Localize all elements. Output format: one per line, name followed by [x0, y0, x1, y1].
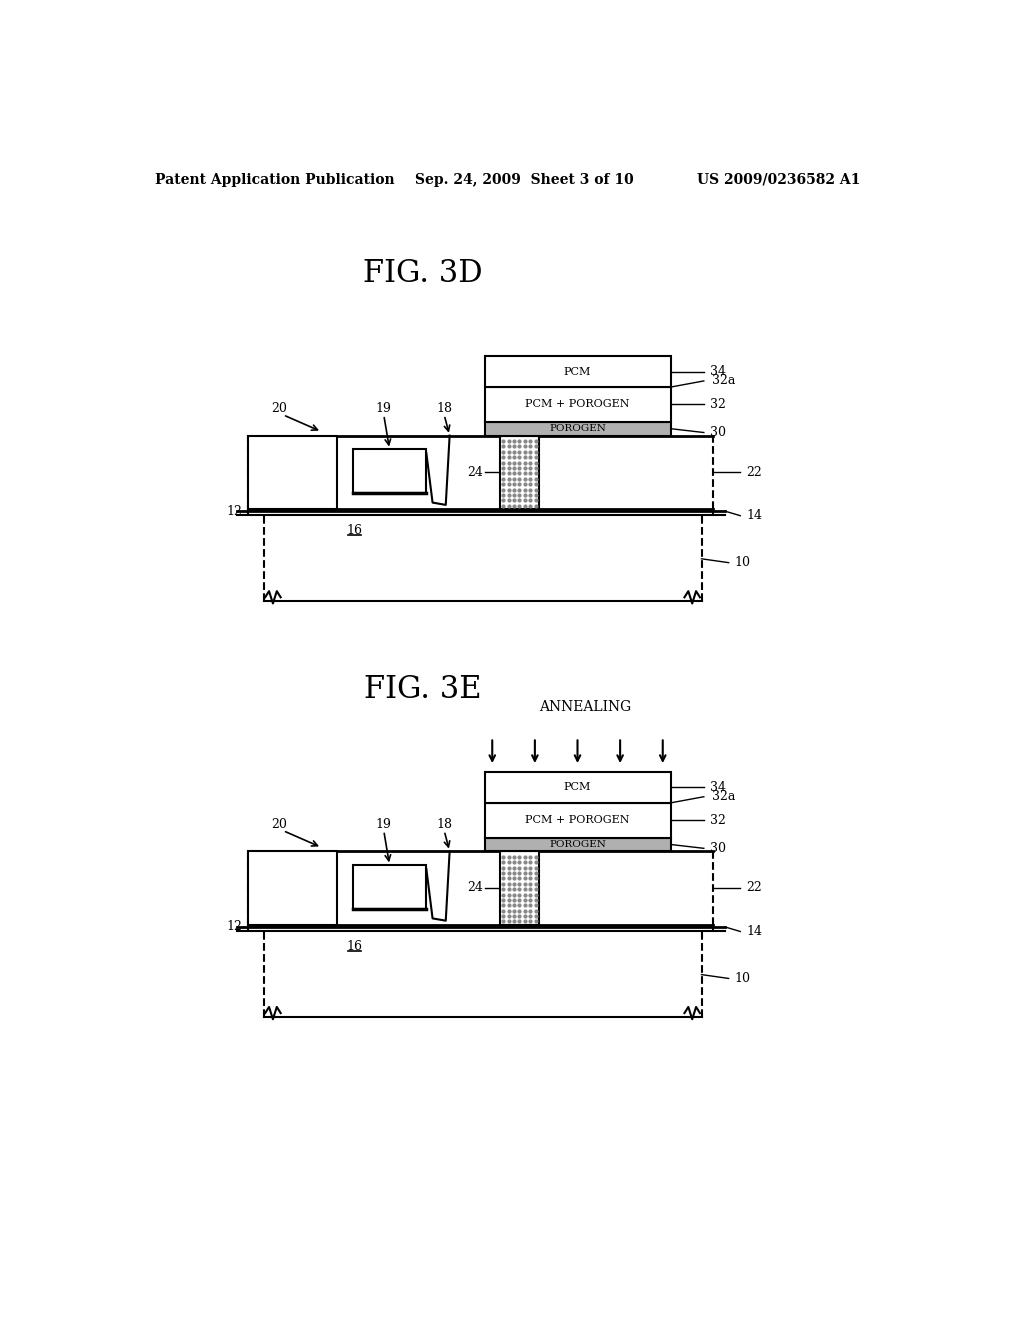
- Bar: [484, 356, 671, 387]
- Text: 10: 10: [735, 972, 751, 985]
- Text: 30: 30: [710, 426, 726, 440]
- Bar: [484, 387, 671, 422]
- Bar: [484, 772, 671, 803]
- Text: 22: 22: [746, 882, 762, 895]
- Bar: [500, 851, 539, 924]
- Bar: [500, 436, 539, 508]
- Text: POROGEN: POROGEN: [549, 840, 606, 849]
- Text: 20: 20: [271, 403, 287, 416]
- Text: 32a: 32a: [712, 375, 735, 388]
- Text: 32: 32: [710, 813, 726, 826]
- Text: 10: 10: [735, 556, 751, 569]
- Bar: [484, 803, 671, 838]
- Bar: [484, 422, 671, 436]
- Text: 12: 12: [226, 920, 242, 933]
- Text: 19: 19: [376, 403, 392, 416]
- Text: 14: 14: [746, 510, 763, 523]
- Text: 24: 24: [467, 466, 483, 479]
- Text: POROGEN: POROGEN: [549, 424, 606, 433]
- Text: PCM + POROGEN: PCM + POROGEN: [525, 400, 630, 409]
- Text: 32: 32: [710, 397, 726, 411]
- Text: 16: 16: [347, 940, 362, 953]
- Bar: [248, 851, 337, 924]
- Text: PCM: PCM: [564, 367, 591, 376]
- Bar: [248, 436, 337, 508]
- Text: 34: 34: [710, 781, 726, 795]
- Text: PCM + POROGEN: PCM + POROGEN: [525, 816, 630, 825]
- Text: 20: 20: [271, 818, 287, 832]
- Text: 32a: 32a: [712, 791, 735, 804]
- Text: 14: 14: [746, 925, 763, 939]
- Bar: [352, 866, 426, 909]
- Text: 12: 12: [226, 504, 242, 517]
- Text: Sep. 24, 2009  Sheet 3 of 10: Sep. 24, 2009 Sheet 3 of 10: [416, 173, 634, 187]
- Bar: [352, 450, 426, 494]
- Text: Patent Application Publication: Patent Application Publication: [156, 173, 395, 187]
- Text: PCM: PCM: [564, 783, 591, 792]
- Text: US 2009/0236582 A1: US 2009/0236582 A1: [697, 173, 861, 187]
- Text: 18: 18: [436, 403, 453, 416]
- Text: 30: 30: [710, 842, 726, 855]
- Text: 19: 19: [376, 818, 392, 832]
- Text: FIG. 3D: FIG. 3D: [362, 259, 482, 289]
- Text: 24: 24: [467, 882, 483, 895]
- Text: 18: 18: [436, 818, 453, 832]
- Text: 16: 16: [347, 524, 362, 537]
- Bar: [248, 851, 713, 924]
- Text: FIG. 3E: FIG. 3E: [364, 675, 481, 705]
- Bar: [248, 436, 713, 508]
- Text: 22: 22: [746, 466, 762, 479]
- Bar: [484, 838, 671, 851]
- Text: ANNEALING: ANNEALING: [539, 700, 632, 714]
- Text: 34: 34: [710, 366, 726, 379]
